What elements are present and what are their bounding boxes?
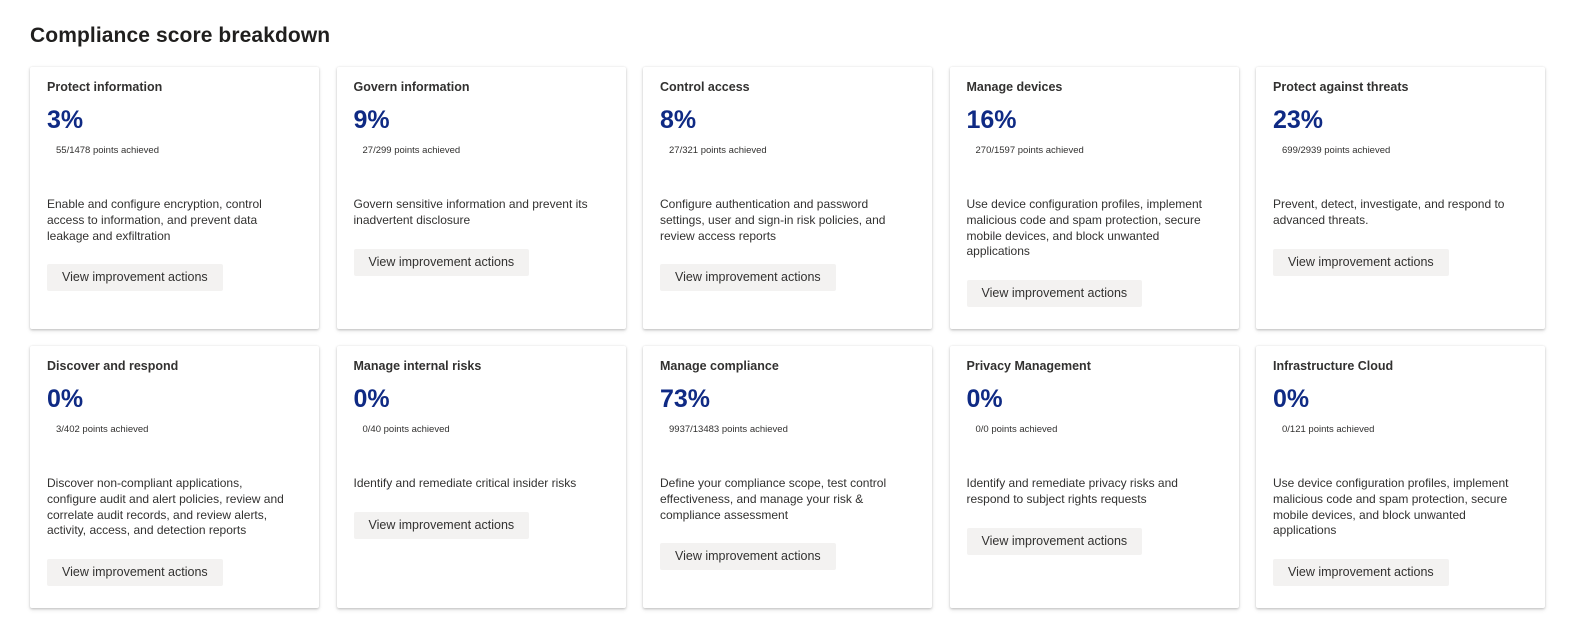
card-points: 270/1597 points achieved [975,145,1084,156]
card-points: 27/299 points achieved [362,145,461,156]
card-points: 0/40 points achieved [362,424,450,435]
card-manage-devices: Manage devices 16% 270/1597 points achie… [949,67,1239,329]
card-manage-compliance: Manage compliance 73% 9937/13483 points … [643,346,932,608]
card-title: Infrastructure Cloud [1273,359,1394,373]
card-description: Discover non-compliant applications, con… [47,476,284,538]
card-points: 699/2939 points achieved [1282,145,1391,156]
card-title: Manage devices [966,80,1063,94]
card-percent: 0% [353,385,390,413]
view-improvement-actions-button[interactable]: View improvement actions [47,559,223,587]
card-percent: 73% [660,385,711,413]
card-percent: 16% [966,106,1017,134]
card-description: Enable and configure encryption, control… [47,197,262,243]
card-title: Manage compliance [660,359,779,373]
card-protect-information: Protect information 3% 55/1478 points ac… [30,67,319,329]
view-improvement-actions-button[interactable]: View improvement actions [1273,559,1449,587]
view-improvement-actions-button[interactable]: View improvement actions [660,543,836,571]
card-title: Discover and respond [47,359,179,373]
card-control-access: Control access 8% 27/321 points achieved… [643,67,932,329]
card-description: Use device configuration profiles, imple… [966,197,1202,259]
view-improvement-actions-button[interactable]: View improvement actions [966,527,1143,555]
card-title: Manage internal risks [353,359,482,373]
score-card-grid: Protect information 3% 55/1478 points ac… [30,67,1575,608]
card-description: Govern sensitive information and prevent… [353,197,588,227]
view-improvement-actions-button[interactable]: View improvement actions [47,264,223,292]
view-improvement-actions-button[interactable]: View improvement actions [353,248,530,276]
card-percent: 0% [966,385,1003,413]
card-points: 27/321 points achieved [669,145,767,156]
view-improvement-actions-button[interactable]: View improvement actions [966,280,1143,308]
card-govern-information: Govern information 9% 27/299 points achi… [336,67,626,329]
card-points: 3/402 points achieved [56,424,149,435]
card-percent: 0% [1273,385,1310,413]
card-title: Protect information [47,80,163,94]
card-description: Use device configuration profiles, imple… [1273,476,1509,538]
card-discover-and-respond: Discover and respond 0% 3/402 points ach… [30,346,319,608]
card-percent: 3% [47,106,84,134]
page-title: Compliance score breakdown [30,24,331,47]
card-percent: 0% [47,385,84,413]
card-title: Protect against threats [1273,80,1409,94]
card-title: Privacy Management [966,359,1091,373]
card-points: 0/121 points achieved [1282,424,1375,435]
card-title: Govern information [353,80,470,94]
card-percent: 8% [660,106,697,134]
card-points: 0/0 points achieved [975,424,1058,435]
card-description: Prevent, detect, investigate, and respon… [1273,197,1505,227]
card-infrastructure-cloud: Infrastructure Cloud 0% 0/121 points ach… [1256,346,1545,608]
card-points: 55/1478 points achieved [56,145,159,156]
view-improvement-actions-button[interactable]: View improvement actions [660,264,836,292]
card-description: Identify and remediate privacy risks and… [966,476,1178,506]
card-description: Configure authentication and password se… [660,197,886,243]
card-description: Define your compliance scope, test contr… [660,476,887,522]
view-improvement-actions-button[interactable]: View improvement actions [353,511,530,539]
card-points: 9937/13483 points achieved [669,424,788,435]
view-improvement-actions-button[interactable]: View improvement actions [1273,248,1449,276]
card-manage-internal-risks: Manage internal risks 0% 0/40 points ach… [336,346,626,608]
card-protect-against-threats: Protect against threats 23% 699/2939 poi… [1256,67,1545,329]
card-percent: 9% [353,106,390,134]
card-description: Identify and remediate critical insider … [353,476,577,490]
card-title: Control access [660,80,750,94]
card-privacy-management: Privacy Management 0% 0/0 points achieve… [949,346,1239,608]
card-percent: 23% [1273,106,1324,134]
